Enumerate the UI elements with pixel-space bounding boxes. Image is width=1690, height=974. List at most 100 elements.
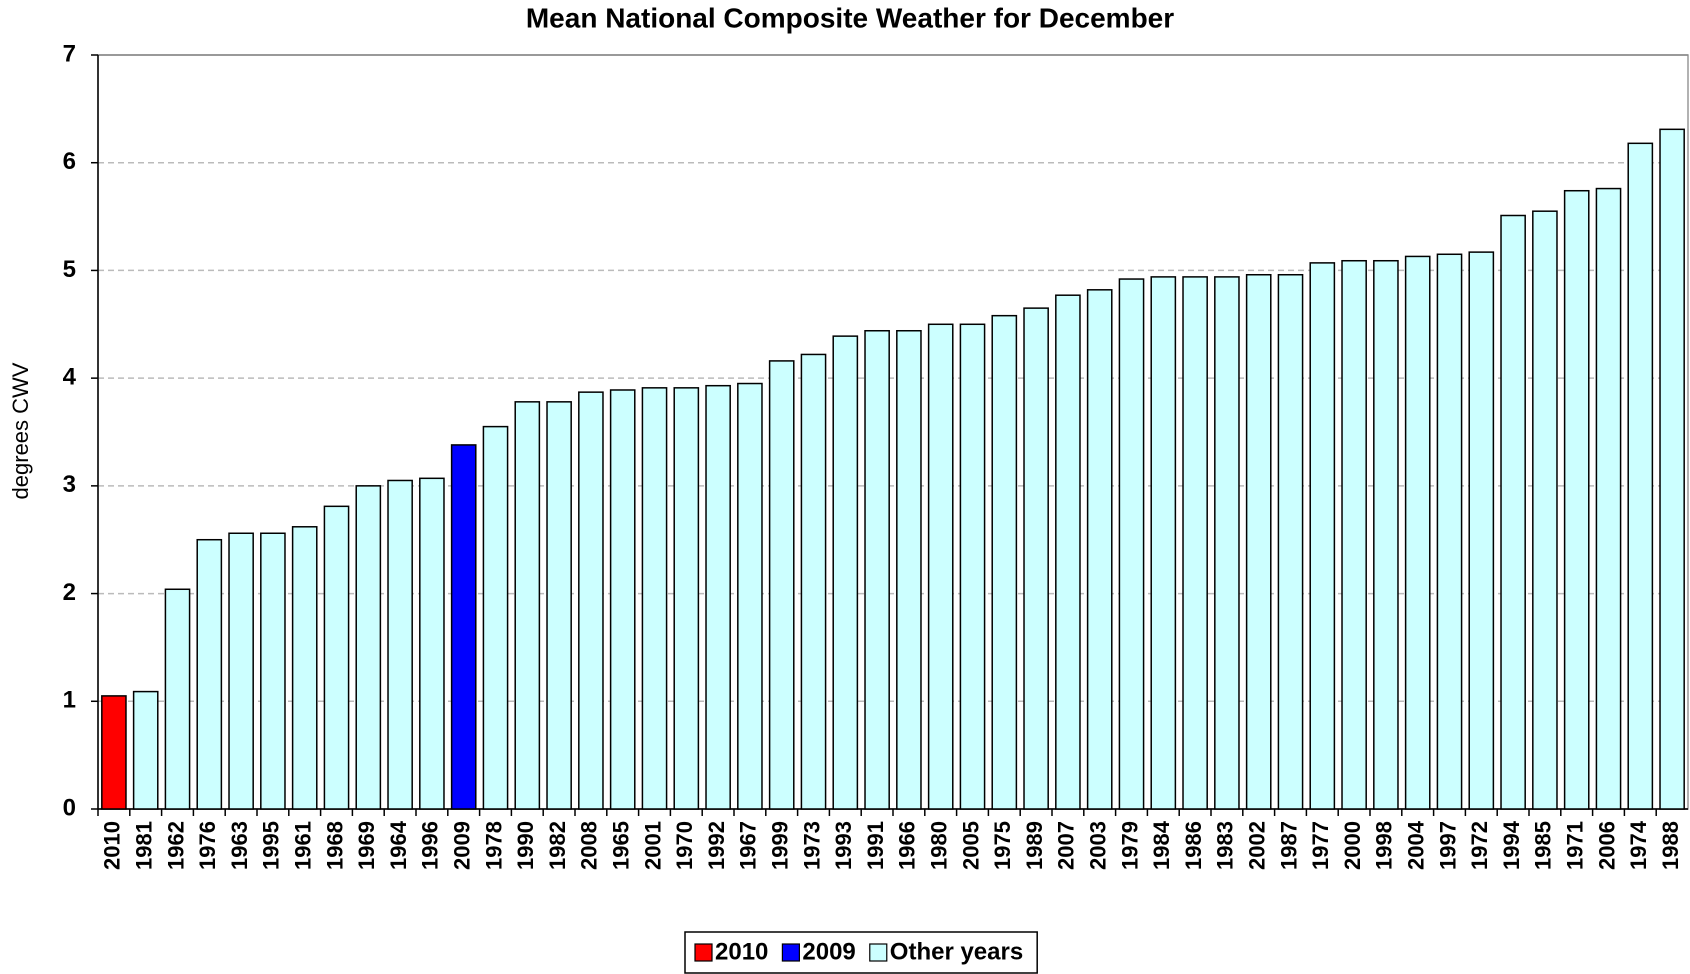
bar: [419, 477, 445, 810]
x-tick-label: 1981: [132, 821, 157, 870]
x-tick-label: 1989: [1022, 821, 1047, 870]
bar: [546, 401, 572, 810]
bar: [1563, 189, 1590, 810]
y-axis-label: degrees CWV: [8, 362, 33, 499]
bar: [291, 526, 318, 810]
x-tick-label: 1965: [609, 821, 634, 870]
x-tick-label: 2000: [1340, 821, 1365, 870]
y-tick-label: 4: [63, 363, 77, 390]
bar: [991, 314, 1018, 810]
bar: [101, 695, 127, 810]
bar: [355, 485, 382, 810]
bar: [482, 425, 509, 810]
x-tick-label: 1962: [163, 821, 188, 870]
bar: [387, 479, 413, 810]
bar: [1436, 253, 1463, 810]
bar: [1500, 214, 1526, 810]
x-tick-label: 1984: [1149, 820, 1174, 870]
bar: [1309, 262, 1336, 810]
x-tick-label: 1961: [291, 821, 316, 870]
bar: [609, 389, 636, 810]
bar: [959, 323, 986, 810]
bar: [260, 532, 286, 810]
bar: [1468, 251, 1495, 810]
x-tick-label: 1969: [354, 821, 379, 870]
x-tick-label: 1992: [704, 821, 729, 870]
bar: [737, 382, 763, 810]
x-tick-label: 2002: [1245, 821, 1270, 870]
bar: [641, 387, 668, 810]
x-tick-label: 1995: [259, 821, 284, 870]
x-tick-label: 1972: [1467, 821, 1492, 870]
x-tick-label: 2009: [450, 821, 475, 870]
bar: [1182, 276, 1208, 810]
x-tick-label: 1986: [1181, 821, 1206, 870]
x-tick-label: 1999: [768, 821, 793, 870]
x-tick-label: 2001: [640, 821, 665, 870]
bar: [832, 335, 859, 810]
bar: [1277, 273, 1304, 810]
bar: [1055, 294, 1081, 810]
x-tick-label: 1971: [1563, 821, 1588, 870]
x-tick-label: 1982: [545, 821, 570, 870]
bar: [1245, 273, 1272, 810]
bar: [800, 353, 827, 810]
bar: [705, 384, 731, 810]
bar: [768, 360, 795, 810]
bar: [323, 505, 350, 810]
legend-swatch: [869, 943, 888, 962]
legend: 2010 2009 Other years: [684, 931, 1038, 974]
y-tick-label: 1: [63, 687, 76, 714]
bar: [1086, 289, 1113, 810]
bar: [1118, 278, 1145, 810]
bar: [1373, 259, 1399, 810]
x-tick-label: 1987: [1276, 821, 1301, 870]
x-tick-label: 2003: [1086, 821, 1111, 870]
legend-box: [684, 931, 1038, 974]
x-tick-label: 1980: [927, 821, 952, 870]
x-tick-label: 2005: [958, 821, 983, 870]
x-tick-label: 1968: [322, 821, 347, 870]
bar: [578, 391, 604, 810]
bar: [196, 538, 223, 810]
bar: [1023, 307, 1049, 810]
x-tick-label: 1974: [1626, 820, 1651, 870]
legend-label: 2009: [802, 938, 855, 965]
x-tick-label: 1990: [513, 821, 538, 870]
x-tick-label: 1970: [672, 821, 697, 870]
x-tick-label: 1991: [863, 821, 888, 870]
legend-label: Other years: [890, 938, 1023, 965]
bar: [1150, 276, 1177, 810]
x-tick-label: 2006: [1594, 821, 1619, 870]
x-tick-label: 1994: [1499, 820, 1524, 870]
chart-title: Mean National Composite Weather for Dece…: [526, 2, 1174, 33]
bar: [450, 444, 477, 810]
x-tick-label: 1976: [195, 821, 220, 870]
x-tick-label: 2004: [1404, 820, 1429, 870]
x-tick-label: 1964: [386, 820, 411, 870]
y-tick-label: 3: [63, 471, 76, 498]
bar: [228, 532, 254, 810]
bar: [1341, 259, 1367, 810]
legend-label: 2010: [715, 938, 768, 965]
y-tick-label: 2: [63, 579, 76, 606]
y-tick-label: 5: [63, 256, 76, 283]
bar: [896, 329, 922, 810]
x-tick-label: 1975: [990, 821, 1015, 870]
x-tick-label: 1967: [736, 821, 761, 870]
bar: [1627, 142, 1654, 810]
x-tick-label: 1997: [1435, 821, 1460, 870]
x-tick-label: 1973: [799, 821, 824, 870]
bar: [864, 329, 890, 810]
bar: [673, 387, 700, 810]
x-tick-label: 1983: [1213, 821, 1238, 870]
x-tick-label: 2010: [100, 821, 125, 870]
bar: [164, 588, 191, 810]
legend-swatch: [781, 943, 800, 962]
x-tick-label: 1988: [1658, 821, 1683, 870]
x-tick-label: 1977: [1308, 821, 1333, 870]
bar: [1214, 276, 1240, 810]
bar: [927, 323, 954, 810]
x-tick-label: 1966: [895, 821, 920, 870]
